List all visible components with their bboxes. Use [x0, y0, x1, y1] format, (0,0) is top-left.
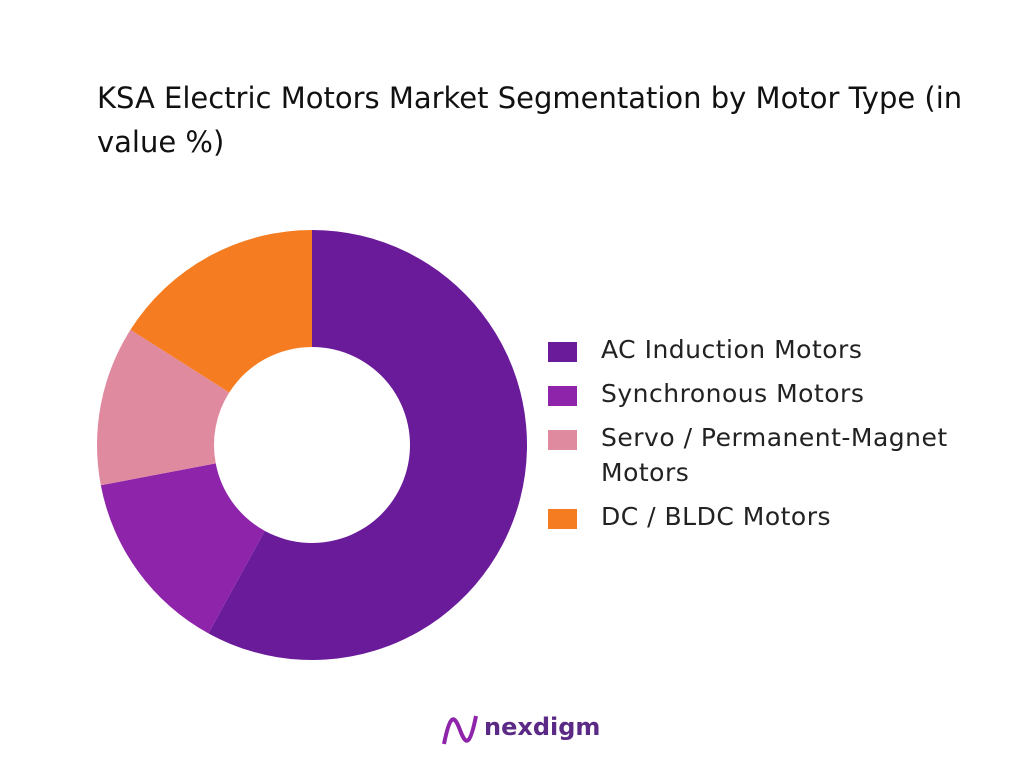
brand: nexdigm [484, 713, 601, 741]
donut-slice [130, 230, 312, 393]
legend-label: Synchronous Motors [601, 379, 865, 408]
legend-swatch [548, 430, 577, 450]
legend-item: DC / BLDC Motors [548, 499, 1018, 534]
donut-slice [97, 329, 230, 486]
chart [97, 230, 527, 660]
legend-swatch [548, 509, 577, 529]
donut-slice [208, 230, 527, 660]
legend: AC Induction Motors Synchronous Motors Ser… [548, 332, 1018, 543]
legend-swatch [548, 386, 577, 406]
legend-swatch [548, 342, 577, 362]
logo-wave [442, 715, 478, 745]
legend-label: DC / BLDC Motors [601, 502, 832, 531]
chart-title: KSA Electric Motors Market Segmentation … [97, 81, 963, 159]
legend-item: Servo / Permanent-Magnet Motors [548, 420, 1018, 490]
logo-icon [442, 715, 478, 745]
legend-label: AC Induction Motors [601, 335, 863, 364]
legend-item: Synchronous Motors [548, 376, 1018, 411]
legend-item: AC Induction Motors [548, 332, 1018, 367]
donut-slice [100, 463, 265, 634]
legend-label: Servo / Permanent-Magnet Motors [601, 423, 948, 487]
